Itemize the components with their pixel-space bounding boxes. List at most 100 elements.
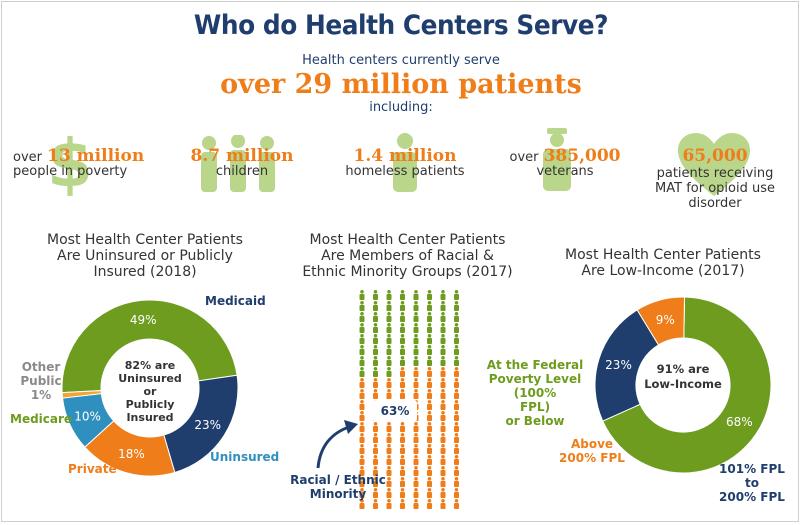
- person-figure: [440, 411, 446, 421]
- person-figure: [454, 345, 459, 355]
- page-title: Who do Health Centers Serve?: [193, 10, 609, 41]
- person-figure: [359, 477, 365, 487]
- person-figure: [373, 466, 378, 476]
- label-above-line1: Above: [570, 437, 614, 451]
- person-figure: [359, 455, 365, 465]
- person-figure: [373, 312, 378, 322]
- person-figure: [386, 356, 392, 366]
- person-figure: [373, 301, 378, 311]
- insurance-center-line3: Publicly: [125, 398, 175, 411]
- insurance-value-label-2: 18%: [118, 447, 145, 461]
- label-uninsured: Uninsured: [210, 450, 280, 464]
- person-figure: [359, 389, 365, 399]
- person-figure: [359, 367, 365, 377]
- minority-people-grid: [359, 290, 459, 509]
- person-figure: [440, 433, 446, 443]
- person-figure: [440, 356, 446, 366]
- person-figure: [400, 433, 405, 443]
- label-101-200: 101% FPL to 200% FPL: [712, 462, 792, 504]
- person-figure: [413, 334, 419, 344]
- insurance-value-label-1: 23%: [194, 418, 221, 432]
- person-figure: [400, 301, 405, 311]
- label-fpl-below: At the Federal Poverty Level (100% FPL) …: [470, 358, 600, 428]
- person-figure: [427, 455, 432, 465]
- person-figure: [359, 356, 365, 366]
- person-figure: [400, 444, 405, 454]
- minority-title-line3: Ethnic Minority Groups (2017): [302, 264, 513, 280]
- person-figure: [440, 312, 446, 322]
- person-figure: [440, 345, 446, 355]
- income-center-text: 91% are Low-Income: [643, 362, 723, 392]
- label-fpl-line1: At the Federal: [486, 358, 584, 372]
- person-figure: [454, 334, 459, 344]
- person-figure: [386, 455, 392, 465]
- person-figure: [427, 367, 432, 377]
- headline: over 29 million patients: [220, 69, 582, 100]
- person-figure: [400, 499, 405, 509]
- label-fpl-line4: or Below: [505, 414, 565, 428]
- person-figure: [454, 323, 459, 333]
- person-figure: [440, 378, 446, 388]
- person-figure: [413, 356, 419, 366]
- person-figure: [440, 444, 446, 454]
- person-figure: [386, 378, 392, 388]
- person-figure: [400, 367, 405, 377]
- insurance-center-line4: Insured: [126, 411, 174, 424]
- stat-homeless-text: homeless patients: [345, 164, 465, 179]
- person-figure: [373, 422, 378, 432]
- person-figure: [359, 466, 365, 476]
- stat-mat-number: 65,000: [682, 146, 748, 166]
- person-figure: [386, 389, 392, 399]
- person-figure: [454, 389, 459, 399]
- person-figure: [400, 312, 405, 322]
- person-figure: [454, 466, 459, 476]
- person-figure: [386, 488, 392, 498]
- stat-veterans-text: veterans: [536, 164, 594, 179]
- label-mid-line3: 200% FPL: [719, 490, 785, 504]
- income-chart-title: Most Health Center Patients Are Low-Inco…: [548, 247, 778, 279]
- person-figure: [440, 323, 446, 333]
- person-figure: [454, 290, 459, 300]
- person-figure: [359, 411, 365, 421]
- person-figure: [454, 312, 459, 322]
- person-figure: [427, 356, 432, 366]
- label-fpl-line3: FPL): [519, 400, 551, 414]
- person-figure: [386, 323, 392, 333]
- person-figure: [454, 367, 459, 377]
- person-icon: [393, 133, 417, 192]
- person-figure: [359, 323, 365, 333]
- person-figure: [413, 466, 419, 476]
- person-figure: [386, 312, 392, 322]
- person-figure: [413, 499, 419, 509]
- person-figure: [427, 389, 432, 399]
- person-figure: [386, 433, 392, 443]
- person-figure: [454, 400, 459, 410]
- person-figure: [427, 400, 432, 410]
- arrow-icon: [316, 420, 358, 469]
- person-figure: [359, 301, 365, 311]
- including-line: including:: [369, 100, 433, 115]
- minority-value-label: 63%: [373, 400, 417, 422]
- person-figure: [454, 378, 459, 388]
- income-donut-chart: 68% 23% 9%: [594, 296, 772, 474]
- person-figure: [454, 433, 459, 443]
- person-figure: [373, 345, 378, 355]
- stat-children: 8.7 million children: [182, 146, 302, 179]
- person-figure: [413, 433, 419, 443]
- income-value-label-0: 68%: [726, 415, 753, 429]
- person-figure: [400, 422, 405, 432]
- person-figure: [373, 334, 378, 344]
- insurance-title-line2: Are Uninsured or Publicly: [57, 248, 233, 264]
- insurance-chart-title: Most Health Center Patients Are Uninsure…: [20, 232, 270, 280]
- person-figure: [373, 433, 378, 443]
- person-figure: [440, 499, 446, 509]
- person-figure: [413, 477, 419, 487]
- stat-poverty-text: people in poverty: [13, 164, 128, 179]
- stat-mat-text2: MAT for opioid use: [655, 181, 775, 196]
- person-figure: [413, 367, 419, 377]
- minority-title-line2: Are Members of Racial &: [321, 248, 494, 264]
- label-above-200: Above 200% FPL: [552, 437, 632, 465]
- income-slice-at-the-federal-poverty-level-100-fpl-or-below: [602, 296, 772, 474]
- person-figure: [454, 477, 459, 487]
